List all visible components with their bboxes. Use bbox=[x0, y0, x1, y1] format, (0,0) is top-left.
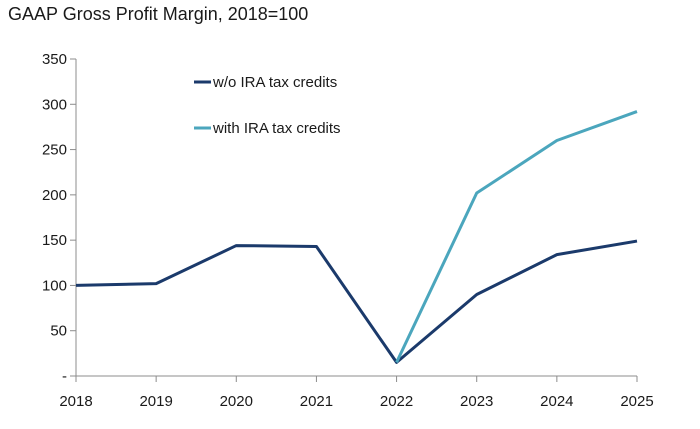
legend-label: with IRA tax credits bbox=[212, 120, 341, 137]
x-tick-label: 2021 bbox=[300, 393, 333, 410]
y-tick-label: 50 bbox=[50, 323, 67, 340]
series-line-with-ira bbox=[395, 110, 638, 364]
legend-label: w/o IRA tax credits bbox=[212, 74, 337, 91]
x-tick-label: 2024 bbox=[540, 393, 573, 410]
series-line-without-ira bbox=[75, 239, 638, 364]
chart-axes bbox=[75, 59, 637, 377]
x-tick-label: 2022 bbox=[380, 393, 413, 410]
x-tick-label: 2025 bbox=[620, 393, 653, 410]
y-tick-label: 100 bbox=[42, 277, 67, 294]
y-axis-ticks: - 50 100 150 200 250 300 350 bbox=[42, 51, 76, 385]
x-axis-ticks: 2018 2019 2020 2021 2022 2023 2024 2025 bbox=[59, 376, 654, 410]
chart-title: GAAP Gross Profit Margin, 2018=100 bbox=[8, 4, 309, 24]
x-tick-label: 2020 bbox=[220, 393, 253, 410]
y-tick-label: 200 bbox=[42, 187, 67, 204]
x-tick-label: 2018 bbox=[59, 393, 92, 410]
x-tick-label: 2023 bbox=[460, 393, 493, 410]
y-tick-label: 350 bbox=[42, 51, 67, 68]
chart-series bbox=[75, 110, 638, 364]
x-tick-label: 2019 bbox=[139, 393, 172, 410]
y-tick-label: 300 bbox=[42, 96, 67, 113]
y-tick-label: 250 bbox=[42, 142, 67, 159]
chart-legend: w/o IRA tax credits with IRA tax credits bbox=[194, 74, 341, 137]
y-tick-label: 150 bbox=[42, 232, 67, 249]
y-tick-label: - bbox=[62, 368, 67, 385]
